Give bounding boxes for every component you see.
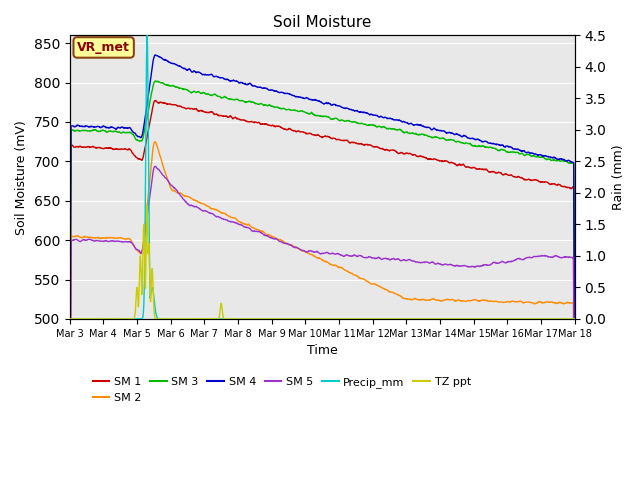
Y-axis label: Rain (mm): Rain (mm) [612,144,625,210]
Legend: SM 1, SM 2, SM 3, SM 4, SM 5, Precip_mm, TZ ppt: SM 1, SM 2, SM 3, SM 4, SM 5, Precip_mm,… [88,373,476,407]
Title: Soil Moisture: Soil Moisture [273,15,371,30]
Text: VR_met: VR_met [77,41,130,54]
Y-axis label: Soil Moisture (mV): Soil Moisture (mV) [15,120,28,235]
X-axis label: Time: Time [307,344,337,357]
